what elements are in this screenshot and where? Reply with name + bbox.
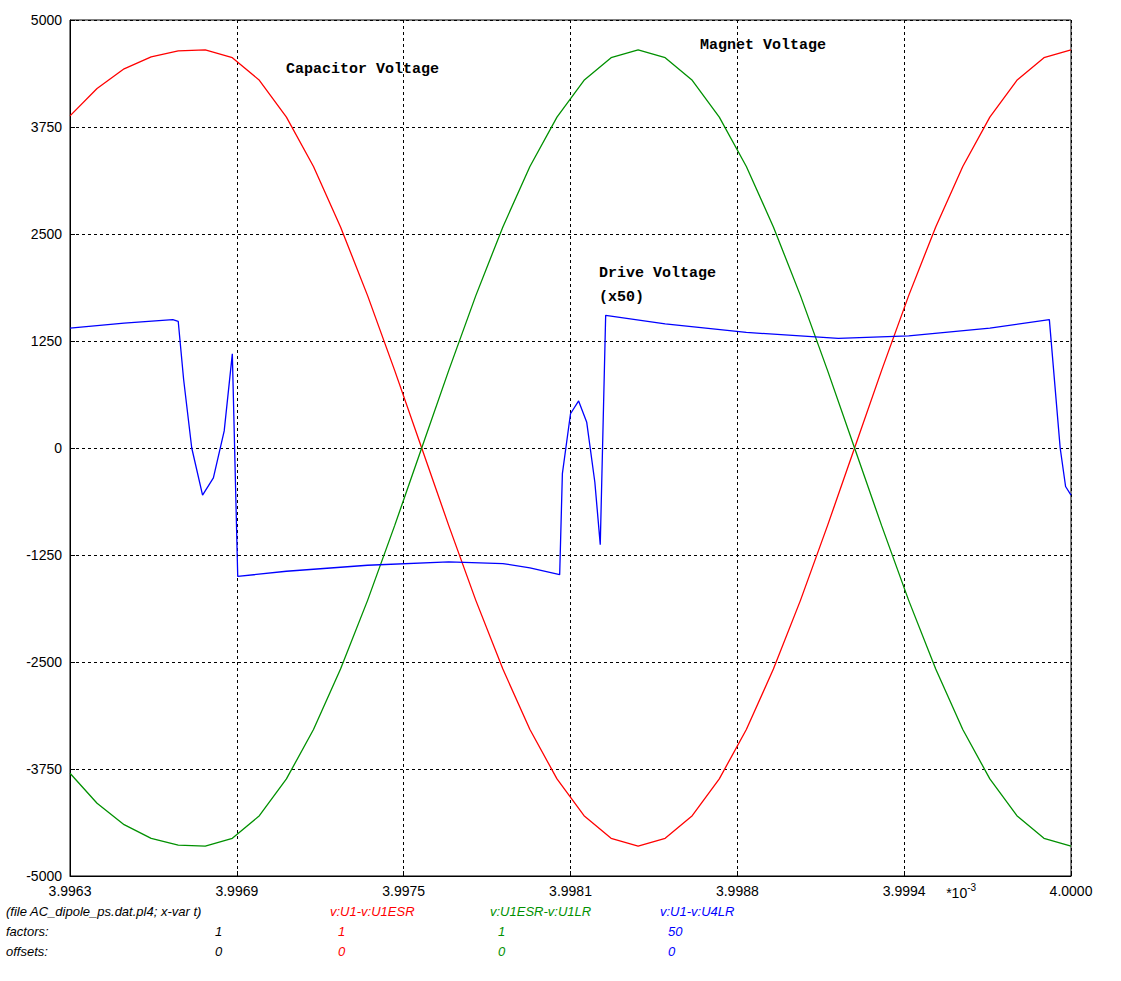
svg-text:3.9969: 3.9969 — [215, 883, 258, 899]
svg-text:1: 1 — [498, 924, 505, 939]
svg-text:Magnet Voltage: Magnet Voltage — [700, 37, 826, 54]
svg-text:-1250: -1250 — [26, 547, 62, 563]
svg-text:50: 50 — [668, 924, 683, 939]
svg-text:v:U1-v:U4LR: v:U1-v:U4LR — [660, 904, 734, 919]
svg-text:-3: -3 — [967, 882, 976, 893]
svg-text:0: 0 — [215, 944, 223, 959]
svg-text:3.9988: 3.9988 — [716, 883, 759, 899]
svg-text:v:U1ESR-v:U1LR: v:U1ESR-v:U1LR — [490, 904, 591, 919]
svg-text:(x50): (x50) — [599, 289, 644, 306]
svg-text:-5000: -5000 — [26, 868, 62, 884]
svg-text:1250: 1250 — [31, 333, 62, 349]
svg-text:-2500: -2500 — [26, 654, 62, 670]
svg-text:1: 1 — [215, 924, 222, 939]
svg-text:v:U1-v:U1ESR: v:U1-v:U1ESR — [330, 904, 415, 919]
svg-text:2500: 2500 — [31, 226, 62, 242]
svg-text:3.9975: 3.9975 — [382, 883, 425, 899]
svg-text:0: 0 — [498, 944, 506, 959]
svg-text:3.9981: 3.9981 — [549, 883, 592, 899]
svg-text:Drive Voltage: Drive Voltage — [599, 265, 716, 282]
svg-text:5000: 5000 — [31, 12, 62, 28]
svg-text:1: 1 — [338, 924, 345, 939]
svg-text:*10: *10 — [946, 885, 967, 901]
svg-text:0: 0 — [54, 440, 62, 456]
svg-text:4.0000: 4.0000 — [1050, 883, 1093, 899]
svg-text:offsets:: offsets: — [6, 944, 48, 959]
svg-text:3.9994: 3.9994 — [883, 883, 926, 899]
svg-text:factors:: factors: — [6, 924, 49, 939]
svg-text:0: 0 — [668, 944, 676, 959]
svg-text:3750: 3750 — [31, 119, 62, 135]
svg-text:(file AC_dipole_ps.dat.pl4; x-: (file AC_dipole_ps.dat.pl4; x-var t) — [6, 904, 201, 919]
svg-text:-3750: -3750 — [26, 761, 62, 777]
svg-text:3.9963: 3.9963 — [49, 883, 92, 899]
svg-text:0: 0 — [338, 944, 346, 959]
svg-text:Capacitor Voltage: Capacitor Voltage — [286, 61, 439, 78]
